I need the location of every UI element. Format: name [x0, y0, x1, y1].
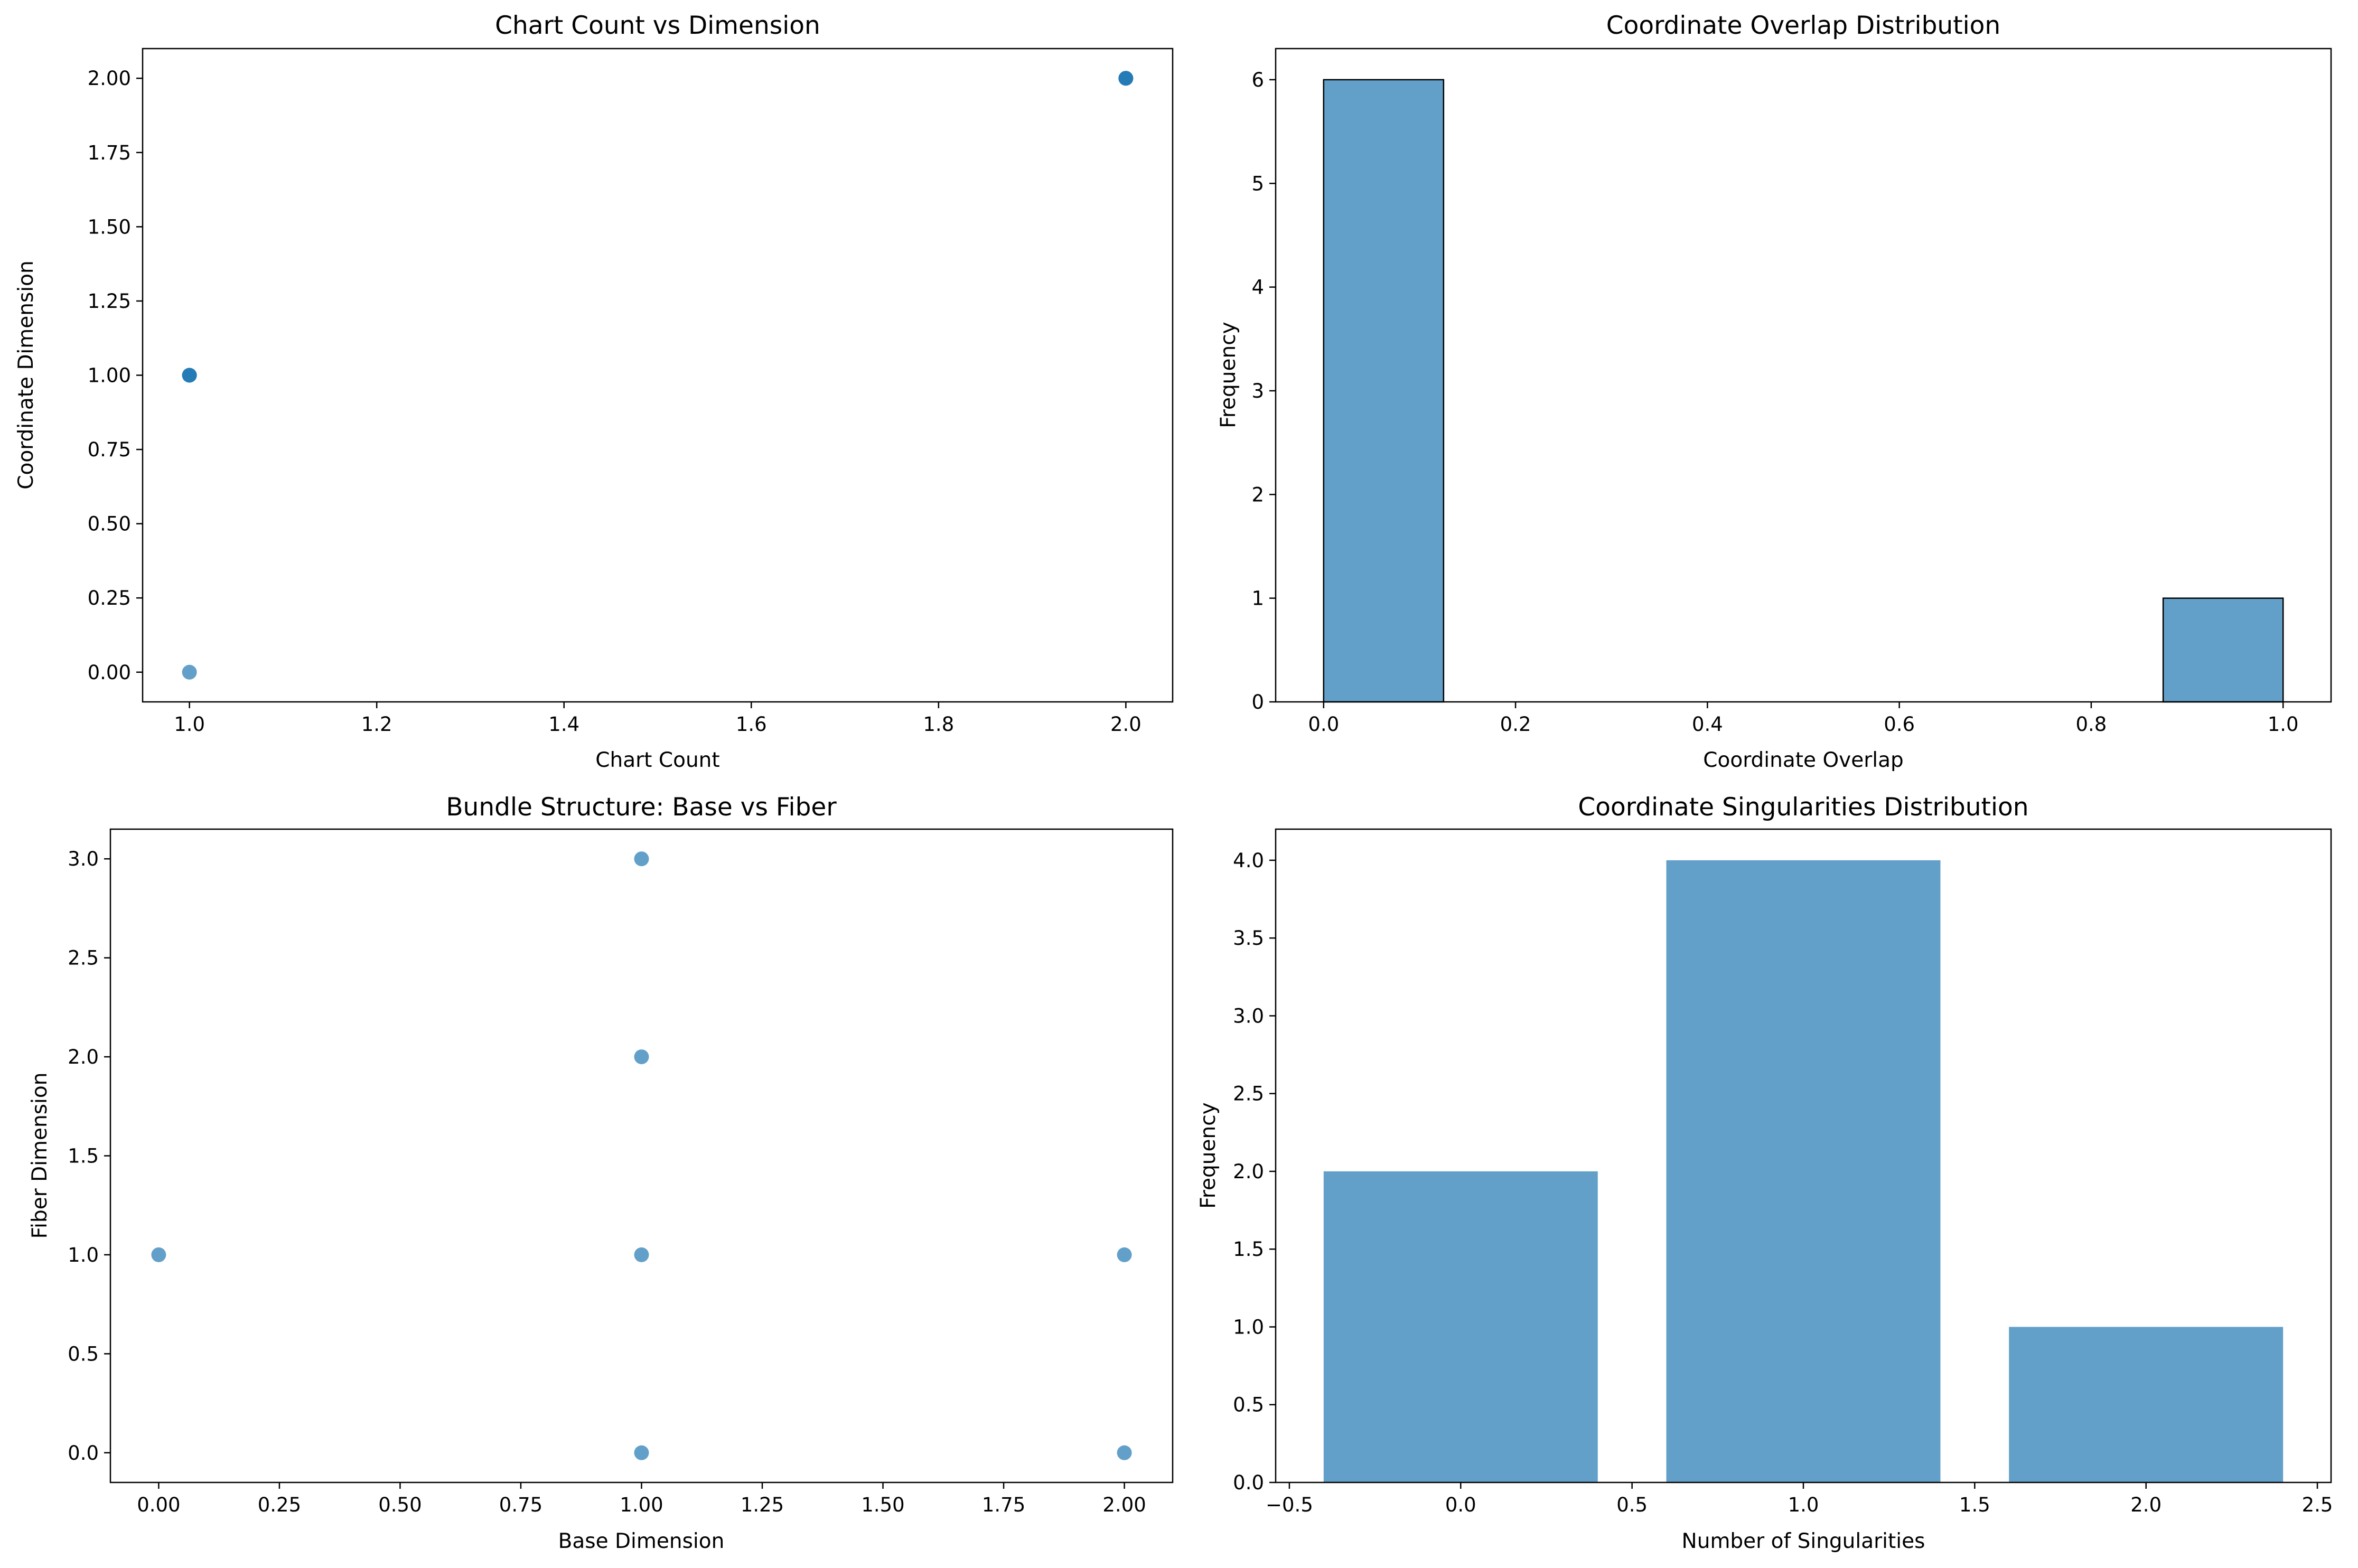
x-tick-label: 2.0: [1110, 713, 1141, 736]
plot-area: [1323, 860, 2284, 1482]
y-axis-label: Fiber Dimension: [28, 1073, 52, 1239]
x-tick-label: 2.5: [2302, 1494, 2333, 1516]
panel-title: Bundle Structure: Base vs Fiber: [446, 793, 837, 822]
y-tick-label: 1.0: [68, 1244, 99, 1266]
y-tick-label: 0.0: [1233, 1471, 1264, 1494]
y-tick-label: 2.5: [1233, 1083, 1264, 1105]
y-tick-label: 4: [1251, 276, 1264, 299]
y-tick-label: 0.0: [68, 1442, 99, 1464]
x-tick-label: 0.4: [1692, 713, 1723, 736]
scatter-point: [182, 368, 197, 383]
y-tick-label: 2.0: [68, 1046, 99, 1068]
y-tick-label: 0.75: [88, 438, 131, 461]
x-axis-label: Coordinate Overlap: [1703, 748, 1904, 772]
x-axis-label: Number of Singularities: [1682, 1529, 1925, 1553]
x-tick-label: 1.75: [982, 1494, 1025, 1516]
x-tick-label: 1.2: [361, 713, 392, 736]
plot-area: [182, 71, 1134, 680]
y-tick-label: 3.5: [1233, 927, 1264, 950]
x-tick-label: 1.4: [548, 713, 579, 736]
x-tick-label: 1.0: [1788, 1494, 1819, 1516]
panel-title: Coordinate Singularities Distribution: [1578, 793, 2028, 822]
y-tick-label: 1.0: [1233, 1316, 1264, 1338]
y-tick-label: 2: [1251, 483, 1264, 506]
scatter-point: [182, 664, 197, 680]
x-tick-label: 2.0: [2130, 1494, 2162, 1516]
x-tick-label: 2.00: [1102, 1494, 1146, 1516]
scatter-point: [151, 1247, 166, 1262]
y-tick-label: 1.25: [88, 290, 131, 313]
x-tick-label: 1.5: [1959, 1494, 1990, 1516]
y-tick-label: 1.75: [88, 142, 131, 164]
panel-title: Coordinate Overlap Distribution: [1606, 11, 2000, 40]
histogram-bar: [1323, 79, 1445, 703]
y-tick-label: 2.0: [1233, 1160, 1264, 1183]
y-tick-label: 5: [1251, 172, 1264, 195]
x-tick-label: 1.0: [174, 713, 205, 736]
y-tick-label: 1.50: [88, 215, 131, 238]
y-tick-label: 6: [1251, 69, 1264, 91]
x-tick-label: 0.25: [258, 1494, 301, 1516]
y-tick-label: 3: [1251, 380, 1264, 402]
x-tick-label: 0.8: [2075, 713, 2107, 736]
panel-bundle-structure-base-vs-fiber: Bundle Structure: Base vs Fiber Base Dim…: [28, 793, 1174, 1553]
x-tick-label: 1.6: [736, 713, 767, 736]
panel-title: Chart Count vs Dimension: [495, 11, 820, 40]
x-axis-label: Base Dimension: [558, 1529, 725, 1553]
y-tick-label: 1.5: [1233, 1238, 1264, 1261]
y-tick-label: 2.00: [88, 67, 131, 90]
x-tick-label: 0.0: [1445, 1494, 1476, 1516]
y-tick-label: 0: [1251, 691, 1264, 713]
y-tick-label: 0.5: [1233, 1394, 1264, 1416]
plot-area: [151, 851, 1132, 1460]
x-tick-label: 0.00: [137, 1494, 180, 1516]
y-tick-label: 0.5: [68, 1342, 99, 1365]
y-tick-label: 1.00: [88, 364, 131, 387]
x-tick-label: 0.5: [1616, 1494, 1648, 1516]
panel-coordinate-singularities-distribution: Coordinate Singularities Distribution Nu…: [1196, 793, 2333, 1553]
panel-chart-count-vs-dimension: Chart Count vs Dimension Chart Count Coo…: [14, 11, 1174, 772]
scatter-point: [634, 1247, 649, 1262]
y-axis-label: Frequency: [1196, 1102, 1220, 1208]
x-tick-label: 1.25: [741, 1494, 784, 1516]
x-tick-label: 0.50: [378, 1494, 422, 1516]
scatter-point: [634, 1445, 649, 1460]
x-tick-label: 1.00: [620, 1494, 663, 1516]
y-tick-label: 2.5: [68, 947, 99, 970]
scatter-point: [634, 1049, 649, 1065]
y-axis-label: Frequency: [1217, 322, 1240, 428]
x-tick-label: 1.0: [2268, 713, 2299, 736]
x-tick-label: 1.8: [923, 713, 954, 736]
y-tick-label: 0.00: [88, 661, 131, 684]
y-axis-label: Coordinate Dimension: [14, 260, 38, 490]
y-tick-label: 0.25: [88, 587, 131, 609]
scatter-point: [1117, 1247, 1132, 1262]
histogram-bar: [2162, 597, 2284, 703]
y-tick-label: 3.0: [1233, 1004, 1264, 1027]
scatter-point: [1118, 71, 1134, 86]
y-tick-label: 4.0: [1233, 849, 1264, 872]
x-tick-label: 0.75: [499, 1494, 542, 1516]
panel-coordinate-overlap-distribution: Coordinate Overlap Distribution Coordina…: [1217, 11, 2332, 772]
x-tick-label: 0.0: [1308, 713, 1339, 736]
plot-area: [1323, 79, 2284, 703]
x-tick-label: 0.2: [1500, 713, 1531, 736]
x-tick-label: 0.6: [1884, 713, 1915, 736]
scatter-point: [1117, 1445, 1132, 1460]
axes-frame: [1275, 48, 2332, 703]
x-tick-label: 1.50: [861, 1494, 904, 1516]
bar: [1323, 1171, 1598, 1482]
bar: [1666, 860, 1941, 1482]
scatter-point: [634, 851, 649, 867]
y-tick-label: 1: [1251, 587, 1264, 610]
bar: [2009, 1327, 2284, 1482]
x-tick-label: −0.5: [1266, 1494, 1313, 1516]
y-tick-label: 3.0: [68, 848, 99, 870]
y-tick-label: 1.5: [68, 1145, 99, 1168]
x-axis-label: Chart Count: [595, 748, 719, 772]
y-tick-label: 0.50: [88, 513, 131, 536]
